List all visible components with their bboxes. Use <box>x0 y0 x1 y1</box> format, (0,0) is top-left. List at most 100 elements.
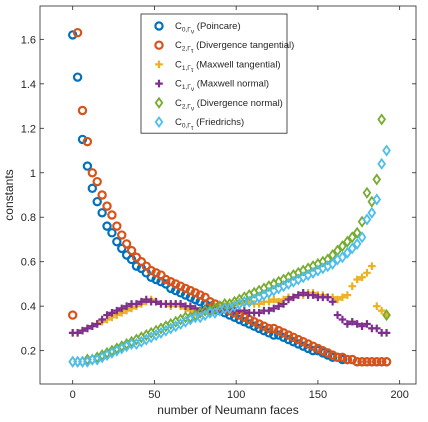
data-point <box>269 304 278 313</box>
data-point <box>327 350 338 360</box>
data-point <box>362 357 372 367</box>
data-point <box>249 321 259 331</box>
data-point <box>362 186 372 199</box>
data-point <box>117 304 126 313</box>
x-tick-label: 100 <box>227 389 245 401</box>
data-point <box>284 295 293 304</box>
data-point <box>190 288 201 298</box>
x-tick-label: 150 <box>309 389 327 401</box>
data-point <box>363 320 371 328</box>
data-point <box>195 290 205 300</box>
data-point <box>367 206 377 219</box>
data-point <box>186 302 195 310</box>
data-point <box>283 330 294 340</box>
legend-marker <box>154 96 164 109</box>
data-point <box>102 201 112 211</box>
y-tick-label: 1.6 <box>21 34 36 46</box>
data-point <box>82 136 93 147</box>
legend-entry: C1,Γτ (Maxwell tangential) <box>175 59 281 74</box>
y-tick-label: 0.6 <box>21 257 36 269</box>
data-point <box>78 326 87 335</box>
y-tick-label: 1.2 <box>21 123 36 135</box>
data-point <box>98 315 106 324</box>
data-point <box>298 341 308 351</box>
legend-entry: C0,Γν (Poincare) <box>175 21 241 36</box>
data-point <box>358 322 366 330</box>
data-point <box>73 329 82 337</box>
data-point <box>77 134 88 145</box>
data-point <box>72 27 83 38</box>
data-point <box>87 168 98 178</box>
data-point <box>308 341 318 351</box>
data-point <box>146 265 156 276</box>
data-point <box>88 322 97 330</box>
data-point <box>108 309 116 317</box>
data-point <box>328 257 337 270</box>
data-point <box>333 311 342 319</box>
data-point <box>107 228 117 238</box>
data-point <box>97 190 107 200</box>
data-point <box>347 354 357 365</box>
x-tick-label: 0 <box>70 389 76 401</box>
axis-ticks: 0 50 100 150 200 0.2 0.4 0.6 0.8 1 1.2 1.4 1.6 <box>21 6 416 401</box>
data-point <box>338 240 347 253</box>
data-point <box>372 357 382 367</box>
data-point <box>142 295 151 304</box>
x-tick-label: 50 <box>148 389 160 401</box>
data-point <box>372 324 381 333</box>
data-point <box>382 309 391 322</box>
data-point <box>117 230 127 240</box>
legend-entry: C1,Γν (Maxwell normal) <box>175 79 269 94</box>
y-tick-label: 0.2 <box>21 346 36 358</box>
data-point <box>342 246 352 259</box>
data-point <box>382 329 391 337</box>
data-point <box>342 354 353 365</box>
data-point <box>377 306 386 315</box>
data-point <box>357 357 367 367</box>
legend: C0,Γν (Poincare) C2,Γτ (Divergence tangen… <box>140 13 294 134</box>
data-point <box>283 334 294 345</box>
data-point <box>137 297 146 306</box>
x-axis-label: number of Neumann faces <box>157 403 298 417</box>
data-point <box>352 357 362 367</box>
data-point <box>309 291 317 299</box>
data-point <box>72 72 83 82</box>
data-point <box>180 283 191 294</box>
data-point <box>372 193 382 206</box>
data-point <box>323 348 333 358</box>
legend-marker <box>154 115 164 129</box>
data-point <box>382 144 391 157</box>
data-point <box>293 334 303 345</box>
data-point <box>82 161 93 171</box>
data-point <box>289 293 298 302</box>
data-point <box>254 319 264 329</box>
data-point <box>126 245 137 256</box>
data-point <box>92 176 102 187</box>
legend-marker <box>155 79 163 88</box>
data-point <box>352 226 362 239</box>
data-point <box>122 302 131 310</box>
data-point <box>377 157 387 170</box>
data-point <box>288 337 299 347</box>
data-point <box>353 275 361 284</box>
data-point <box>288 332 299 343</box>
data-point <box>338 315 347 324</box>
data-point <box>77 105 88 116</box>
data-point <box>372 173 382 186</box>
data-point <box>278 332 289 343</box>
data-point <box>337 352 348 363</box>
data-point <box>259 321 269 331</box>
data-point <box>358 273 366 282</box>
data-point <box>107 210 117 220</box>
data-point <box>249 317 259 327</box>
data-point <box>328 297 337 306</box>
data-point <box>303 343 313 354</box>
data-point <box>293 339 303 349</box>
data-point <box>255 309 263 317</box>
data-point <box>265 306 273 315</box>
legend-entry: C0,Γτ (Friedrichs) <box>175 117 244 132</box>
data-point <box>67 30 78 40</box>
data-point <box>67 310 78 320</box>
data-point <box>265 297 273 306</box>
series-6 <box>68 144 391 368</box>
